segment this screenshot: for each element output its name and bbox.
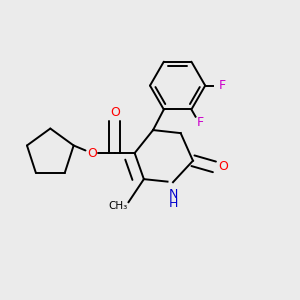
Text: O: O (218, 160, 228, 173)
Text: N: N (169, 188, 178, 201)
Text: O: O (110, 106, 120, 119)
Text: F: F (196, 116, 204, 129)
Text: CH₃: CH₃ (109, 201, 128, 211)
Text: O: O (87, 147, 97, 160)
Text: F: F (219, 79, 226, 92)
Text: H: H (169, 196, 178, 210)
